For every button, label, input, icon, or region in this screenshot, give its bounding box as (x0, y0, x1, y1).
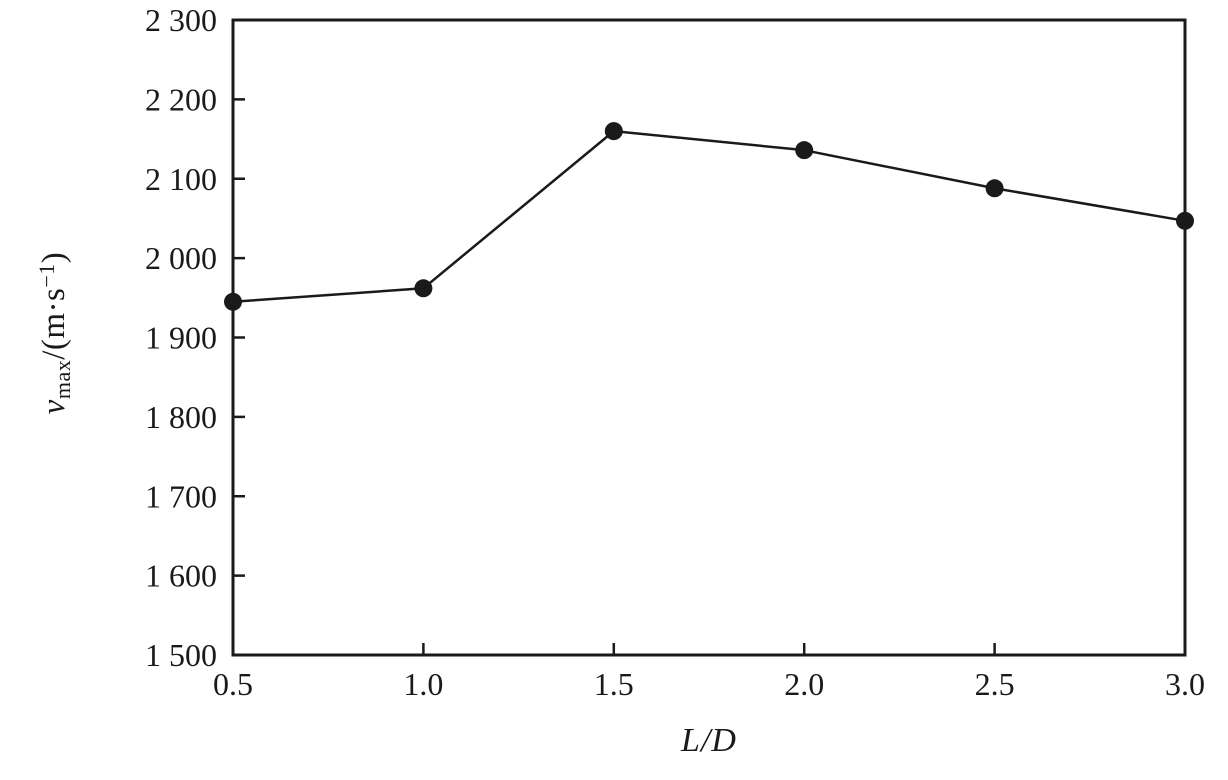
y-tick-label: 1 800 (145, 399, 217, 435)
y-tick-label: 2 300 (145, 2, 217, 38)
y-tick-label: 1 700 (145, 478, 217, 514)
plot-frame (231, 18, 1187, 657)
y-tick-label: 1 600 (145, 558, 217, 594)
y-axis-units-close: ) (36, 251, 72, 264)
y-axis-title: vmax/(m·s−1) (34, 183, 76, 483)
data-point (604, 122, 623, 141)
data-series-line (232, 129, 1186, 304)
y-axis-variable: v (36, 399, 72, 415)
x-axis-title: L/D (233, 722, 1185, 760)
y-tick-label: 1 500 (145, 637, 217, 673)
x-tick-label: 1.0 (403, 666, 443, 702)
x-tick-label: 2.0 (784, 666, 824, 702)
x-tick-label: 0.5 (213, 666, 253, 702)
x-tick-label: 3.0 (1165, 666, 1205, 702)
data-point (985, 179, 1004, 198)
data-point (795, 141, 814, 160)
x-axis-numerator: L (681, 722, 701, 759)
y-tick-label: 2 100 (145, 161, 217, 197)
y-tick-label: 1 900 (145, 320, 217, 356)
y-axis-subscript: max (50, 359, 75, 400)
x-axis-slash: / (700, 722, 712, 759)
x-axis-denominator: D (711, 722, 737, 759)
y-axis-superscript: −1 (34, 263, 59, 288)
y-tick-label: 2 200 (145, 81, 217, 117)
x-tick-label: 2.5 (975, 666, 1015, 702)
y-axis-units-open: /(m·s (36, 287, 72, 360)
data-point (1176, 211, 1194, 230)
x-tick-label: 1.5 (594, 666, 634, 702)
data-point (224, 292, 242, 311)
data-point (414, 279, 433, 298)
y-tick-label: 2 000 (145, 240, 217, 276)
